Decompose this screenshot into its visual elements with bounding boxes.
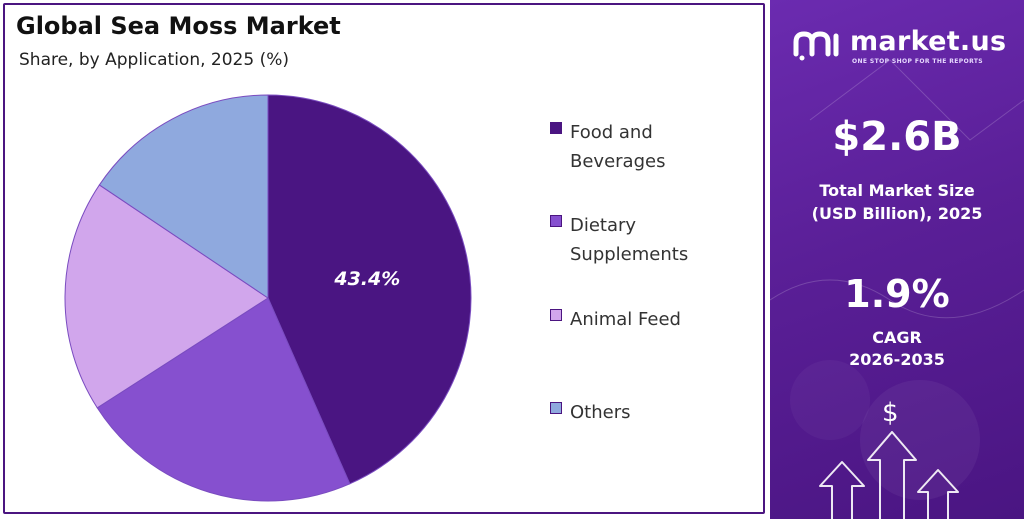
market-size-value: $2.6B xyxy=(832,114,962,160)
pie-slice-food-and-beverages xyxy=(267,94,472,485)
pie-chart: 43.4% xyxy=(64,94,472,502)
brand-tagline: ONE STOP SHOP FOR THE REPORTS xyxy=(852,58,984,65)
market-us-logo-icon xyxy=(793,31,839,61)
dollar-sign-icon: $ xyxy=(882,398,899,428)
brand-name: market.us xyxy=(850,26,1007,57)
background-decoration xyxy=(770,59,1024,500)
cagr-value: 1.9% xyxy=(844,272,950,316)
chart-title: Global Sea Moss Market xyxy=(16,12,341,40)
legend-label: Dietary Supplements xyxy=(570,215,689,265)
cagr-label-line1: CAGR xyxy=(872,328,922,347)
market-size-label-line2: (USD Billion), 2025 xyxy=(811,204,983,223)
legend-label: Others xyxy=(570,402,631,423)
legend-label: Food and Beverages xyxy=(570,122,666,172)
legend-swatch xyxy=(550,309,562,321)
legend-label: Animal Feed xyxy=(570,309,681,330)
legend-swatch xyxy=(550,402,562,414)
legend-swatch xyxy=(550,122,562,134)
up-arrows-icon xyxy=(819,431,959,519)
pie-slice-animal-feed xyxy=(64,184,269,409)
market-size-label-line1: Total Market Size xyxy=(819,181,975,200)
pie-slice-others xyxy=(98,94,269,299)
stats-panel: market.us ONE STOP SHOP FOR THE REPORTS … xyxy=(770,0,1024,519)
chart-subtitle: Share, by Application, 2025 (%) xyxy=(19,50,289,70)
legend-swatch xyxy=(550,215,562,227)
pie-slice-dietary-supplements xyxy=(96,297,351,502)
data-label-food-and-beverages: 43.4% xyxy=(333,268,400,290)
cagr-label-line2: 2026-2035 xyxy=(849,350,945,369)
